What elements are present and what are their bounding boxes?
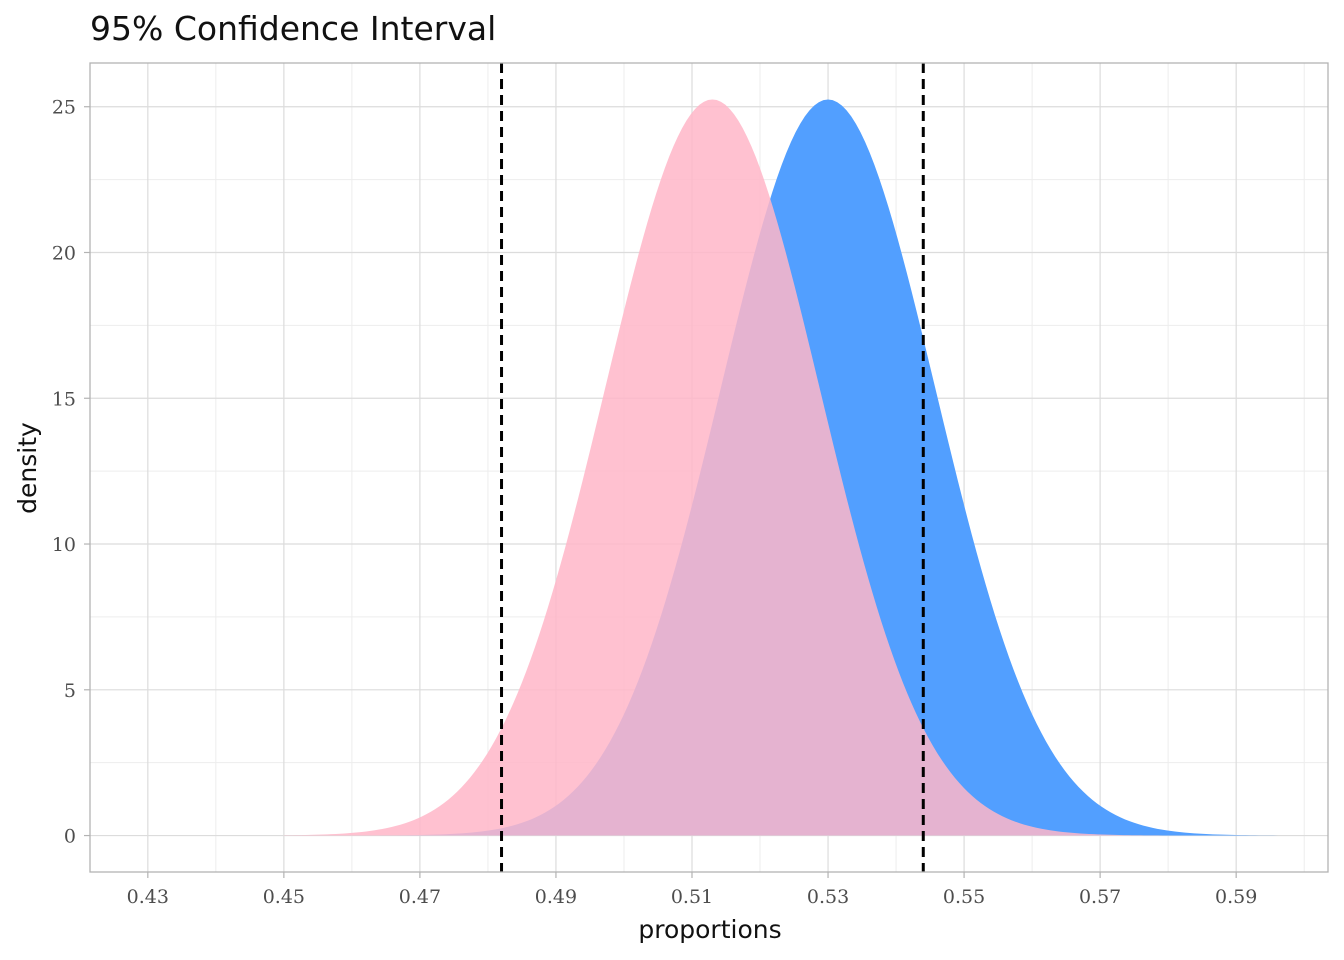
plot-panel-border [89,62,1329,873]
density-area-2 [283,99,1237,836]
density-areas [283,99,1339,836]
y-tick-label: 20 [52,242,76,264]
x-tick-label: 0.49 [535,886,577,908]
y-tick-label: 10 [52,534,76,556]
x-tick-label: 0.43 [127,886,169,908]
y-tick-label: 0 [64,826,76,848]
y-axis-title: density [13,422,42,514]
x-tick-label: 0.45 [263,886,305,908]
x-tick-label: 0.57 [1079,886,1121,908]
x-tick-label: 0.51 [671,886,713,908]
x-tick-label: 0.47 [399,886,441,908]
x-axis-title: proportions [638,915,781,944]
y-tick-label: 15 [52,388,76,410]
x-tick-label: 0.55 [943,886,985,908]
chart-title: 95% Confidence Interval [90,9,496,48]
y-tick-label: 5 [64,680,76,702]
confidence-bounds [500,63,925,872]
x-tick-label: 0.59 [1215,886,1257,908]
y-axis-ticks: 0 5 10 15 20 25 [52,97,90,848]
x-tick-label: 0.53 [807,886,849,908]
x-axis-ticks: 0.43 0.45 0.47 0.49 0.51 0.53 0.55 0.57 0.59 [127,872,1257,908]
y-tick-label: 25 [52,97,76,119]
